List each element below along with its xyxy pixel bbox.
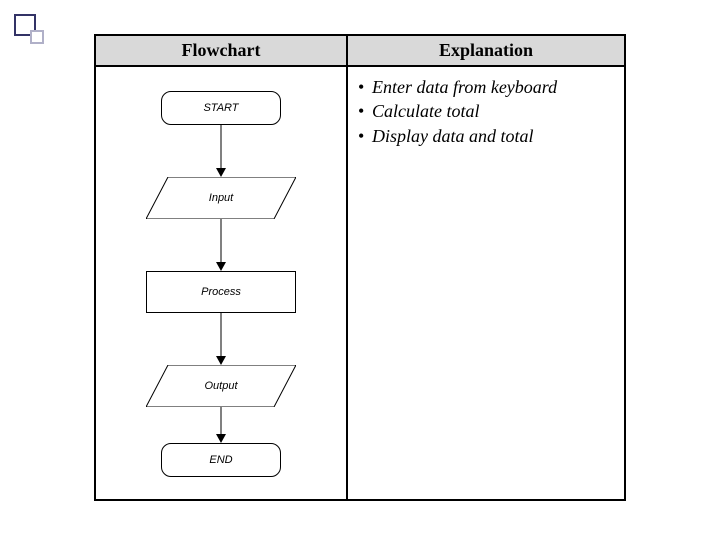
flowchart-node-label: Output	[146, 365, 296, 407]
explanation-list: Enter data from keyboardCalculate totalD…	[358, 75, 614, 148]
header-flowchart: Flowchart	[96, 36, 348, 65]
flowchart-arrow	[216, 219, 226, 271]
table-header-row: Flowchart Explanation	[96, 36, 624, 67]
flowchart-node-end: END	[161, 443, 281, 477]
flowchart-node-input: Input	[146, 177, 296, 219]
flowchart-explanation-table: Flowchart Explanation START Input Process O…	[94, 34, 626, 501]
flowchart-node-process: Process	[146, 271, 296, 313]
table-body-row: START Input Process Output END Enter data fr…	[96, 67, 624, 499]
explanation-item: Display data and total	[358, 124, 614, 148]
flowchart-node-label: START	[162, 92, 280, 124]
flowchart-node-output: Output	[146, 365, 296, 407]
decor-square-small	[30, 30, 44, 44]
flowchart-node-label: Process	[147, 272, 295, 312]
flowchart-cell: START Input Process Output END	[96, 67, 348, 499]
flowchart-arrow	[216, 125, 226, 177]
header-explanation: Explanation	[348, 36, 624, 65]
explanation-item: Calculate total	[358, 99, 614, 123]
explanation-item: Enter data from keyboard	[358, 75, 614, 99]
explanation-cell: Enter data from keyboardCalculate totalD…	[348, 67, 624, 499]
flowchart-node-label: Input	[146, 177, 296, 219]
flowchart-arrow	[216, 407, 226, 443]
flowchart-arrow	[216, 313, 226, 365]
flowchart-node-start: START	[161, 91, 281, 125]
flowchart-node-label: END	[162, 444, 280, 476]
